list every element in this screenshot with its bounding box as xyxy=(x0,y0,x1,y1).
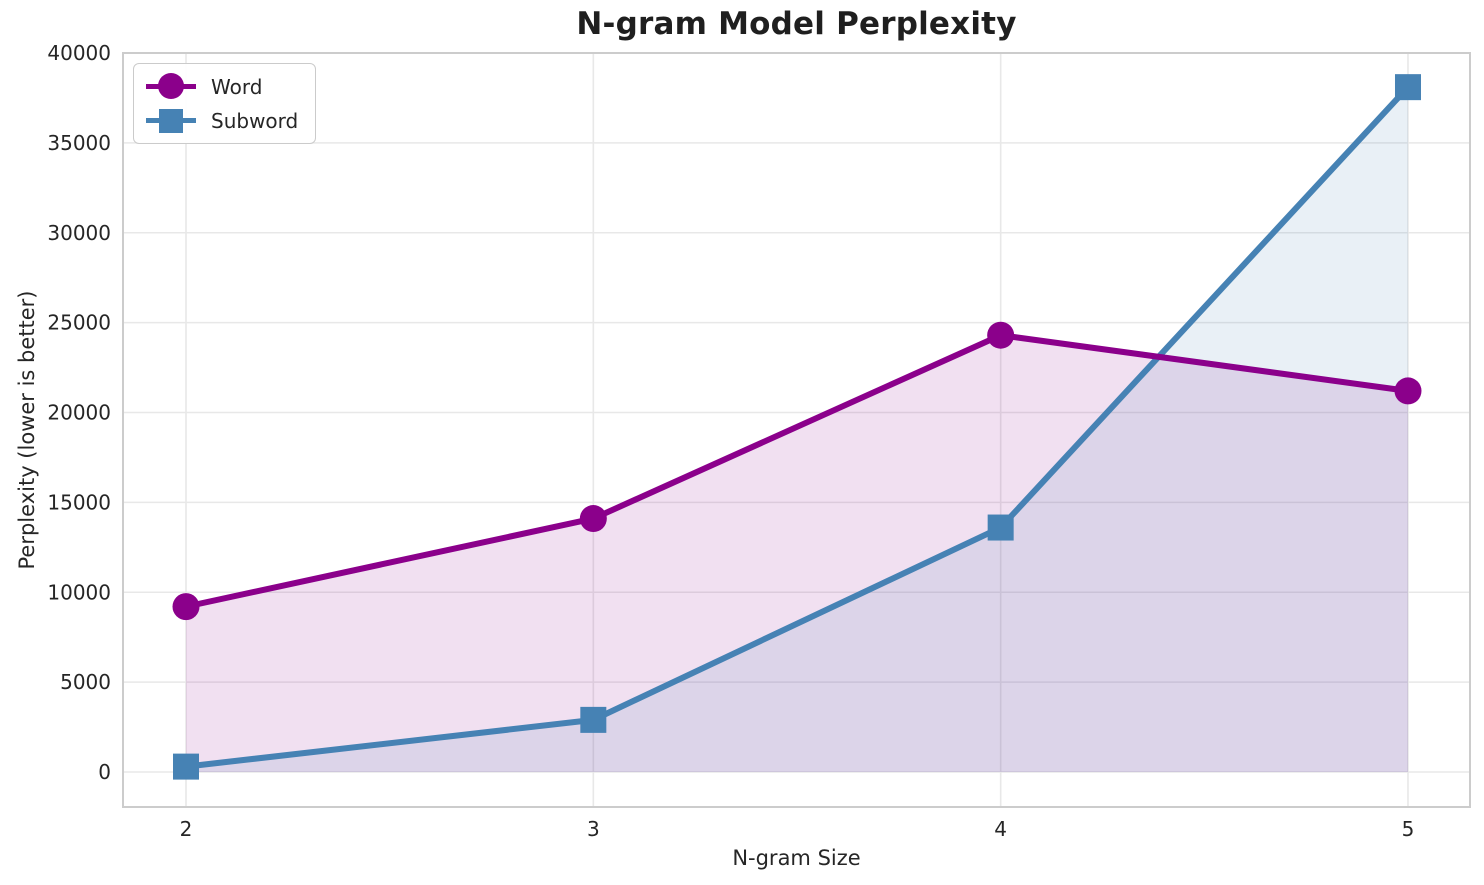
x-axis-label: N-gram Size xyxy=(732,846,861,870)
chart-title: N-gram Model Perplexity xyxy=(576,6,1017,42)
series-line-word xyxy=(183,332,1411,610)
x-tick-label: 2 xyxy=(180,817,193,841)
y-axis-label: Perplexity (lower is better) xyxy=(15,290,39,570)
data-point-word xyxy=(1394,377,1422,405)
square-marker-icon xyxy=(145,107,197,134)
x-tick-label: 4 xyxy=(994,817,1007,841)
chart-legend: Word Subword xyxy=(133,63,317,144)
legend-label: Subword xyxy=(211,108,299,133)
data-point-subword xyxy=(173,753,199,780)
series-fill-word xyxy=(186,335,1408,772)
data-point-subword xyxy=(580,706,607,733)
data-point-subword xyxy=(1394,74,1421,101)
legend-item-subword: Subword xyxy=(145,107,298,134)
x-tick-label: 5 xyxy=(1402,817,1415,841)
data-point-word xyxy=(172,593,200,621)
y-tick-label: 25000 xyxy=(47,311,111,335)
circle-marker-icon xyxy=(145,73,197,100)
x-tick-label: 3 xyxy=(587,817,600,841)
legend-item-word: Word xyxy=(145,73,298,100)
y-tick-label: 15000 xyxy=(47,490,111,514)
y-tick-label: 30000 xyxy=(47,221,111,245)
data-point-subword xyxy=(987,514,1014,541)
y-tick-label: 10000 xyxy=(47,580,111,604)
plot-border xyxy=(122,52,1471,808)
y-tick-label: 20000 xyxy=(47,401,111,425)
data-point-word xyxy=(987,321,1015,349)
y-tick-label: 5000 xyxy=(60,670,111,694)
y-tick-label: 40000 xyxy=(47,41,111,65)
y-tick-label: 0 xyxy=(98,760,111,784)
legend-label: Word xyxy=(211,74,263,99)
data-point-word xyxy=(579,505,607,533)
series-fill-subword xyxy=(186,87,1408,773)
series-line-subword xyxy=(183,84,1411,770)
y-tick-label: 35000 xyxy=(47,131,111,155)
